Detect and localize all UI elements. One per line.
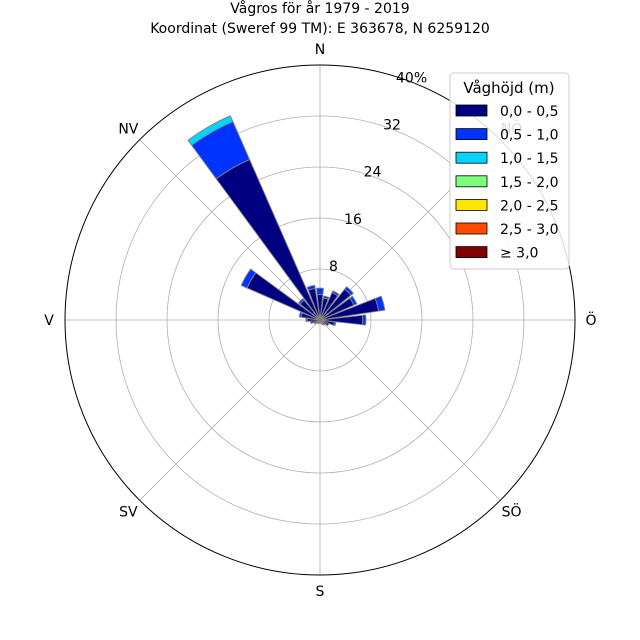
legend: Våghöjd (m) 0,0 - 0,5 0,5 - 1,0 1,0 - 1,5 1… (449, 72, 570, 270)
direction-label-nv: NV (118, 121, 138, 137)
legend-swatch-2 (455, 151, 488, 164)
chart-title-line2: Koordinat (Sweref 99 TM): E 363678, N 62… (150, 21, 490, 37)
radial-tick-label-2: 24 (364, 165, 382, 181)
rose-bar-105-bin-1 (333, 321, 337, 327)
rose-bar-75-bin-1 (374, 295, 386, 312)
rose-bar-330-bin-2 (187, 115, 234, 146)
rose-bar-90-bin-1 (361, 314, 367, 326)
rose-bar-285-bin-1 (298, 311, 303, 318)
legend-label-6: ≥ 3,0 (500, 246, 538, 262)
direction-label-n: N (315, 42, 325, 58)
direction-label-ö: Ö (585, 311, 596, 329)
rose-bar-45-bin-1 (344, 286, 354, 296)
chart-title-line1: Vågros för år 1979 - 2019 (230, 0, 409, 17)
radial-tick-labels: 8 16 24 32 40% (329, 70, 427, 274)
rose-bar-30-bin-1 (331, 290, 340, 297)
legend-frame (449, 72, 570, 270)
radial-tick-label-0: 8 (329, 259, 338, 275)
rose-bar-345-bin-1 (306, 284, 316, 291)
legend-label-0: 0,0 - 0,5 (500, 104, 558, 120)
direction-label-s: S (316, 584, 325, 600)
legend-swatch-4 (455, 198, 488, 211)
direction-label-sv: SV (119, 505, 138, 521)
legend-label-4: 2,0 - 2,5 (500, 198, 558, 214)
legend-swatch-3 (455, 175, 488, 188)
polar-grid (65, 65, 575, 575)
rose-bar-300-bin-1 (240, 268, 257, 289)
radial-tick-label-3: 32 (383, 118, 401, 134)
legend-swatch-6 (455, 246, 488, 259)
direction-label-sö: SÖ (502, 503, 522, 521)
radial-tick-label-1: 16 (344, 212, 362, 228)
rose-bar-0-bin-1 (316, 287, 324, 296)
rose-bar-60-bin-1 (349, 295, 358, 306)
rose-bar-270-bin-1 (305, 317, 308, 323)
rose-bars (187, 115, 386, 327)
legend-title: Våghöjd (m) (463, 79, 554, 97)
legend-swatch-1 (455, 128, 488, 141)
legend-swatch-5 (455, 222, 488, 235)
legend-label-2: 1,0 - 1,5 (500, 151, 558, 167)
rose-bar-315-bin-1 (297, 297, 305, 305)
radial-tick-label-4: 40% (396, 70, 427, 86)
grid-spoke-3 (319, 319, 501, 501)
legend-label-5: 2,5 - 3,0 (500, 222, 558, 238)
polar-outer-frame (64, 64, 576, 576)
legend-label-3: 1,5 - 2,0 (500, 175, 558, 191)
grid-spoke-7 (139, 139, 321, 321)
legend-label-1: 0,5 - 1,0 (500, 128, 558, 144)
rose-bar-15-bin-1 (322, 295, 330, 300)
direction-label-v: V (44, 313, 54, 329)
legend-swatch-0 (455, 104, 488, 117)
grid-spoke-5 (139, 319, 321, 501)
